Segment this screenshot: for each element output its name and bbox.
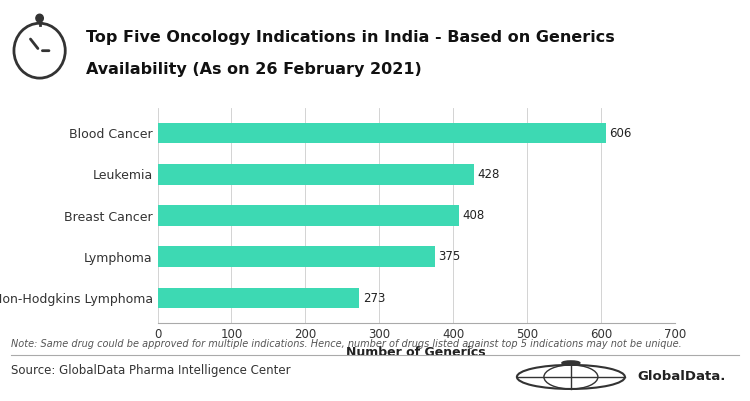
Text: 375: 375: [439, 250, 460, 263]
Text: 408: 408: [463, 209, 485, 222]
Text: Availability (As on 26 February 2021): Availability (As on 26 February 2021): [86, 62, 422, 77]
Text: Source: GlobalData Pharma Intelligence Center: Source: GlobalData Pharma Intelligence C…: [11, 365, 291, 377]
Circle shape: [562, 361, 580, 365]
Bar: [158, 288, 359, 308]
Text: 428: 428: [478, 168, 500, 181]
Bar: [158, 123, 605, 143]
Bar: [158, 164, 474, 184]
Text: 606: 606: [609, 127, 631, 140]
Bar: [158, 205, 459, 226]
Text: Note: Same drug could be approved for multiple indications. Hence, number of dru: Note: Same drug could be approved for mu…: [11, 339, 682, 349]
Circle shape: [36, 14, 44, 22]
Text: Top Five Oncology Indications in India - Based on Generics: Top Five Oncology Indications in India -…: [86, 30, 615, 45]
Text: 273: 273: [363, 292, 386, 304]
X-axis label: Number of Generics: Number of Generics: [346, 346, 486, 359]
Bar: [158, 247, 435, 267]
Text: GlobalData.: GlobalData.: [638, 371, 726, 383]
